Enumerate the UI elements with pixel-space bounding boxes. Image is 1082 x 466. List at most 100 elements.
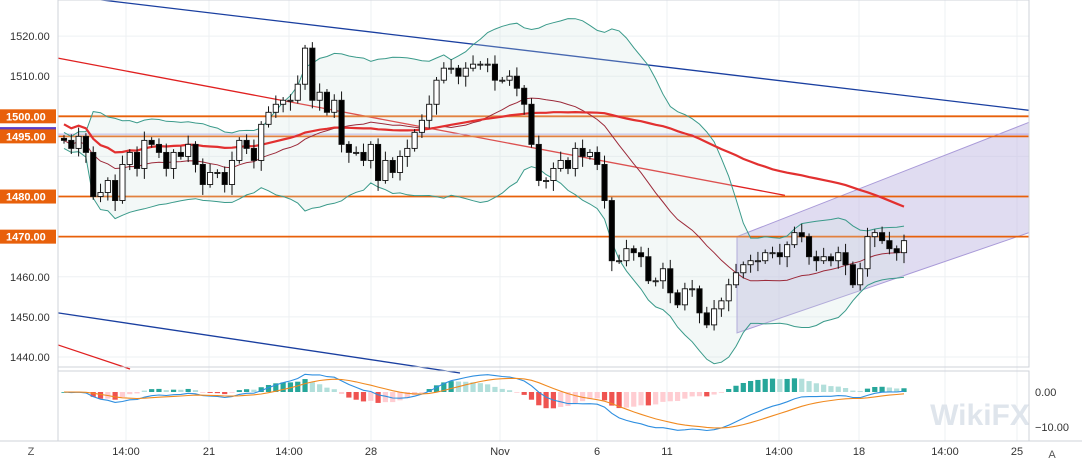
candle-up xyxy=(754,260,761,263)
candle-down xyxy=(455,67,462,77)
candle-down xyxy=(155,143,163,153)
candle-up xyxy=(711,308,718,326)
macd-histogram-bar xyxy=(506,390,513,392)
candle-down xyxy=(521,87,528,105)
red-lower-trendline xyxy=(57,344,131,370)
macd-histogram-bar xyxy=(799,378,805,392)
candle-up xyxy=(747,260,754,266)
candle-up xyxy=(426,103,433,121)
macd-histogram-bar xyxy=(565,392,571,406)
y-tick-label: 1510.00 xyxy=(10,71,50,83)
candle-up xyxy=(689,288,696,291)
macd-histogram-bar xyxy=(463,381,469,392)
candle-up xyxy=(681,288,688,306)
candle-down xyxy=(513,75,520,89)
candle-up xyxy=(616,260,623,263)
macd-histogram-bar xyxy=(864,388,871,392)
candle-down xyxy=(345,143,352,153)
macd-histogram-bar xyxy=(119,392,126,398)
candle-down xyxy=(250,147,257,161)
candle-up xyxy=(396,155,404,173)
candle-up xyxy=(265,111,272,125)
macd-histogram-bar xyxy=(236,390,242,392)
candle-up xyxy=(272,103,279,113)
macd-histogram-bar xyxy=(214,392,220,394)
macd-histogram-bar xyxy=(740,382,746,392)
level-badge xyxy=(0,129,56,144)
candle-up xyxy=(258,123,265,161)
macd-histogram-bar xyxy=(331,389,337,392)
macd-histogram-bar xyxy=(448,381,454,392)
macd-histogram-bar xyxy=(317,384,323,392)
candle-down xyxy=(60,137,68,141)
candle-down xyxy=(608,200,615,262)
x-tick-label: 25 xyxy=(1011,446,1023,458)
macd-histogram-bar xyxy=(645,392,651,406)
candle-down xyxy=(564,159,572,169)
macd-histogram-bar xyxy=(185,388,191,392)
candle-down xyxy=(338,99,345,145)
candle-up xyxy=(484,63,491,66)
tick-labels: 1520.00 1510.00 1460.00 1450.00 1440.00 1500.… xyxy=(0,31,1069,458)
candle-up xyxy=(294,83,301,101)
macd-histogram-bar xyxy=(806,381,812,392)
macd-histogram-bar xyxy=(762,378,768,392)
candle-down xyxy=(879,232,886,242)
macd-histogram-bar xyxy=(711,392,717,395)
candle-down xyxy=(667,268,674,294)
candle-up xyxy=(207,172,214,185)
candle-down xyxy=(199,163,206,185)
macd-histogram-bar xyxy=(580,392,586,402)
level-badge xyxy=(0,109,56,124)
macd-histogram-bar xyxy=(718,392,724,393)
candle-down xyxy=(221,172,228,185)
macd-histogram-bar xyxy=(769,378,776,392)
candle-up xyxy=(725,284,732,302)
macd-histogram-bar xyxy=(163,390,169,392)
candle-up xyxy=(418,119,425,133)
candle-up xyxy=(557,159,564,169)
candle-up xyxy=(170,151,177,169)
macd-histogram-bar xyxy=(229,392,235,393)
macd-histogram-bar xyxy=(346,392,352,398)
macd-histogram-bar xyxy=(616,392,622,409)
candle-up xyxy=(506,75,513,81)
candle-down xyxy=(703,312,710,326)
candle-down xyxy=(309,47,316,101)
macd-histogram-bar xyxy=(222,392,228,395)
candle-up xyxy=(280,99,287,105)
bb-fill xyxy=(64,18,904,364)
candle-up xyxy=(331,99,338,113)
candle-up xyxy=(382,159,389,181)
macd-histogram-bar xyxy=(521,392,527,395)
bb-lower xyxy=(63,147,905,365)
x-tick-label: 28 xyxy=(365,446,377,458)
macd-histogram-bar xyxy=(390,392,396,403)
macd-histogram-bar xyxy=(653,392,659,405)
candle-down xyxy=(323,91,331,113)
auto-scale-button[interactable]: A xyxy=(1048,449,1056,461)
candle-up xyxy=(857,268,864,286)
horizontal-levels xyxy=(58,115,1029,238)
macd-histogram-bar xyxy=(857,390,863,392)
candle-up xyxy=(104,180,111,193)
candle-up xyxy=(477,63,484,66)
macd-histogram-bar xyxy=(696,392,703,397)
x-tick-label: 6 xyxy=(594,446,600,458)
candle-down xyxy=(813,256,820,262)
macd-histogram-bar xyxy=(192,390,199,392)
candle-up xyxy=(572,147,579,169)
candle-down xyxy=(177,151,184,157)
macd-histogram-bar xyxy=(295,381,301,392)
macd-histogram-bar xyxy=(828,386,834,392)
macd-histogram-bar xyxy=(265,384,272,392)
candle-down xyxy=(893,248,900,254)
macd-histogram-bar xyxy=(755,379,761,392)
zoom-toggle-button[interactable]: Z xyxy=(28,446,35,458)
candle-down xyxy=(601,163,608,201)
macd-histogram-bar xyxy=(850,390,856,392)
candle-down xyxy=(90,151,97,197)
bb-upper xyxy=(63,18,905,239)
candle-down xyxy=(375,143,382,181)
